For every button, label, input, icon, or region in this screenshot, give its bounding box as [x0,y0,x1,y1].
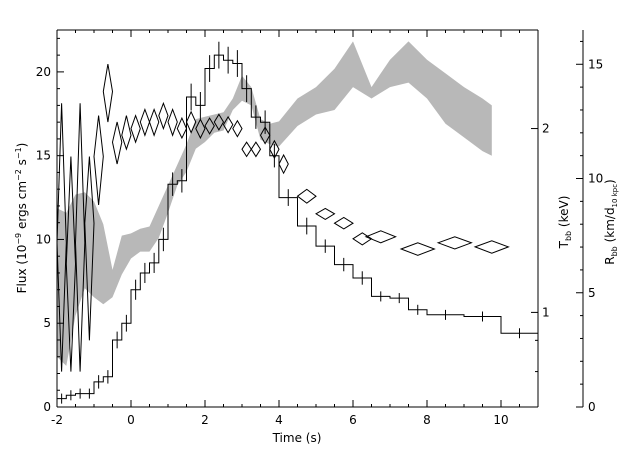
temperature-axis-title-sub: bb [564,231,573,241]
x-tick-label: 2 [201,413,209,427]
radius-axis-title: Rbb (km/d10 kpc) [603,179,619,264]
temperature-diamond [352,232,373,246]
temperature-diamond [56,103,67,372]
flux-histogram [57,54,538,400]
temperature-diamond [250,141,262,158]
temperature-diamond [65,156,77,372]
flux-axis-title-part: ergs cm [15,181,29,233]
flux-axis-title-part: ) [15,143,29,148]
x-tick-label: 4 [275,413,283,427]
flux-axis-title: Flux (10−9 ergs cm−2 s−1) [14,143,29,294]
flux-axis-title-sup: −2 [14,169,23,181]
flux-axis-title-part: s [15,159,29,169]
flux-axis-title-sup: −1 [14,147,23,159]
temperature-diamond [195,118,206,140]
radius-band [57,41,492,366]
temperature-diamond [333,216,354,230]
radius-tick-label: 15 [588,57,603,71]
temperature-diamond [176,116,188,140]
radius-axis-title-part: ) [603,179,617,184]
x-tick-label: -2 [51,413,63,427]
temperature-diamond [130,114,141,144]
temperature-diamond [296,188,317,204]
radius-axis-title-part: R [603,256,617,264]
temperature-diamond [167,107,178,137]
temperature-diamond [269,139,280,160]
temperature-axis-title: Tbb (keV) [557,196,573,250]
radius-tick-label: 5 [588,286,596,300]
temperature-diamond [364,230,397,244]
flux-axis-title-part: Flux (10 [15,245,29,294]
temperature-diamond [222,115,234,134]
temperature-diamond [121,115,132,151]
temperature-axis-title-part: (keV) [557,196,571,231]
temperature-diamond [259,126,271,145]
temperature-diamond [158,101,169,131]
temperature-diamond [139,107,151,137]
flux-tick-label: 5 [43,316,51,330]
temperature-diamond [185,110,197,134]
x-tick-label: 0 [127,413,135,427]
temperature-diamond [473,240,510,254]
radius-tick-label: 0 [588,400,596,414]
flux-tick-label: 0 [43,400,51,414]
x-tick-label: 10 [493,413,508,427]
x-tick-label: 6 [349,413,357,427]
temperature-diamond [102,64,114,123]
temperature-diamond [241,141,252,158]
radius-axis-title-sub: 10 kpc [611,184,619,208]
temperature-diamond [315,207,336,220]
flux-tick-label: 10 [36,232,51,246]
x-tick-label: 8 [423,413,431,427]
plot-area [56,41,538,404]
temperature-tick-label: 1 [542,305,550,319]
radius-tick-label: 10 [588,172,603,186]
temperature-diamond [93,115,104,205]
temperature-axis-title-part: T [557,240,571,249]
temperature-diamond [232,119,243,138]
axis-labels: Time (s) Flux (10−9 ergs cm−2 s−1) Tbb (… [14,143,619,445]
temperature-diamond [84,156,95,341]
radius-axis-title-part: (km/d [603,207,617,246]
temperature-tick-label: 2 [542,122,550,136]
temperature-diamond [213,113,225,131]
x-axis-title: Time (s) [272,431,322,445]
temperature-diamond [111,121,123,165]
radius-axis-title-sub: bb [610,246,619,256]
temperature-diamond [204,117,215,135]
temperature-diamond [436,236,473,250]
temperature-diamond [278,153,289,175]
temperature-diamond [148,107,160,137]
flux-tick-label: 15 [36,149,51,163]
temperature-diamond [399,242,436,256]
flux-axis-title-sup: −9 [14,233,23,245]
flux-tick-label: 20 [36,65,51,79]
temperature-diamond [74,103,86,372]
